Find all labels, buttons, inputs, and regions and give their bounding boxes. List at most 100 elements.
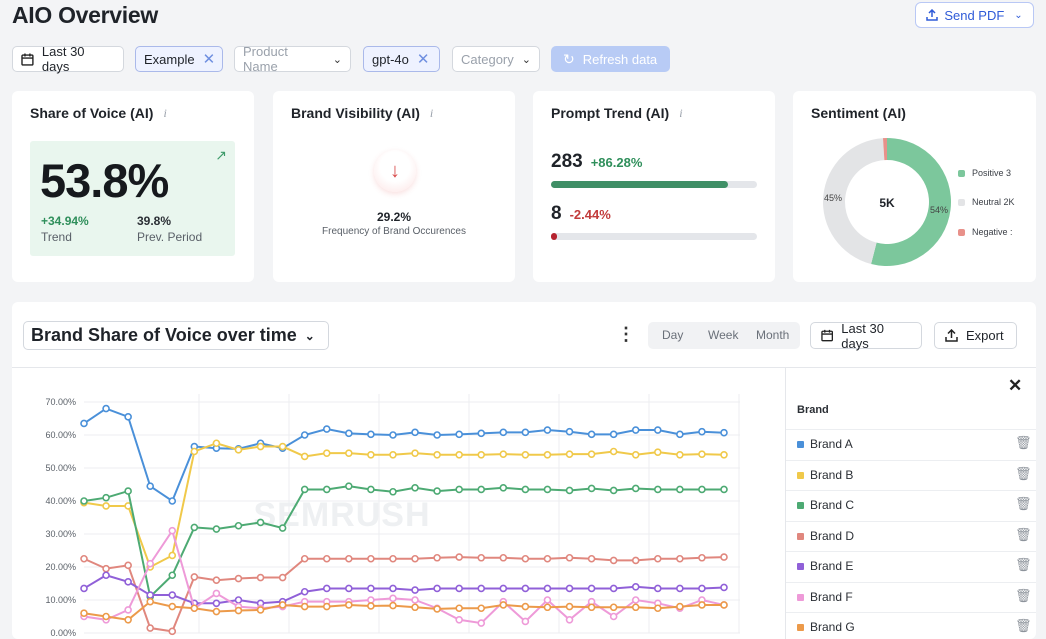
data-point[interactable] bbox=[609, 556, 618, 565]
info-icon[interactable]: i bbox=[429, 105, 434, 120]
data-point[interactable] bbox=[565, 553, 574, 562]
data-point[interactable] bbox=[477, 584, 486, 593]
data-point[interactable] bbox=[102, 493, 110, 502]
data-point[interactable] bbox=[168, 602, 177, 611]
data-point[interactable] bbox=[543, 554, 552, 563]
data-point[interactable] bbox=[631, 596, 640, 604]
data-point[interactable] bbox=[124, 561, 132, 570]
data-point[interactable] bbox=[587, 484, 596, 493]
data-point[interactable] bbox=[234, 596, 243, 604]
data-point[interactable] bbox=[499, 484, 508, 492]
data-point[interactable] bbox=[300, 431, 309, 439]
data-point[interactable] bbox=[322, 554, 331, 563]
data-point[interactable] bbox=[720, 553, 728, 561]
data-point[interactable] bbox=[345, 554, 353, 563]
data-point[interactable] bbox=[367, 596, 375, 604]
donut-slice[interactable] bbox=[882, 138, 887, 161]
data-point[interactable] bbox=[499, 450, 508, 458]
data-point[interactable] bbox=[631, 451, 640, 459]
trash-icon[interactable]: 🗑 bbox=[1015, 526, 1032, 542]
data-point[interactable] bbox=[146, 591, 155, 599]
trash-icon[interactable]: 🗑 bbox=[1015, 496, 1032, 511]
data-point[interactable] bbox=[124, 413, 132, 421]
data-point[interactable] bbox=[433, 605, 441, 613]
data-point[interactable] bbox=[521, 485, 530, 494]
data-point[interactable] bbox=[124, 606, 132, 614]
refresh-data-button[interactable]: ↻ Refresh data bbox=[551, 46, 670, 72]
data-point[interactable] bbox=[676, 451, 684, 459]
data-point[interactable] bbox=[720, 428, 728, 437]
data-point[interactable] bbox=[499, 428, 508, 437]
data-point[interactable] bbox=[102, 502, 110, 510]
data-point[interactable] bbox=[521, 617, 530, 626]
panel-date-range-picker[interactable]: Last 30 days bbox=[810, 321, 922, 351]
data-point[interactable] bbox=[565, 450, 574, 458]
data-point[interactable] bbox=[190, 447, 199, 456]
data-point[interactable] bbox=[676, 554, 684, 563]
seg-day[interactable]: Day bbox=[662, 328, 684, 342]
data-point[interactable] bbox=[124, 487, 132, 495]
data-point[interactable] bbox=[698, 601, 706, 609]
data-point[interactable] bbox=[609, 430, 618, 439]
product-name-select[interactable]: Product Name ⌄ bbox=[234, 44, 351, 74]
data-point[interactable] bbox=[300, 587, 309, 596]
data-point[interactable] bbox=[631, 603, 640, 612]
data-point[interactable] bbox=[345, 482, 353, 490]
data-point[interactable] bbox=[411, 603, 419, 612]
data-point[interactable] bbox=[322, 485, 331, 494]
data-point[interactable] bbox=[631, 556, 640, 565]
model-filter-chip[interactable]: gpt-4o ✕ bbox=[363, 46, 440, 72]
data-point[interactable] bbox=[565, 602, 574, 611]
data-point[interactable] bbox=[102, 571, 110, 580]
data-point[interactable] bbox=[676, 602, 684, 611]
trash-icon[interactable]: 🗑 bbox=[1015, 618, 1032, 633]
data-point[interactable] bbox=[587, 554, 596, 563]
brand-row[interactable]: Brand G 🗑 bbox=[786, 612, 1036, 639]
data-point[interactable] bbox=[698, 584, 706, 593]
data-point[interactable] bbox=[300, 554, 309, 563]
data-point[interactable] bbox=[433, 431, 441, 439]
info-icon[interactable]: i bbox=[679, 105, 683, 120]
data-point[interactable] bbox=[609, 447, 618, 456]
data-point[interactable] bbox=[389, 554, 397, 563]
data-point[interactable] bbox=[411, 554, 419, 563]
data-point[interactable] bbox=[190, 523, 199, 532]
more-options-icon[interactable]: ⋮ bbox=[617, 324, 635, 344]
data-point[interactable] bbox=[455, 553, 463, 561]
data-point[interactable] bbox=[521, 584, 530, 593]
data-point[interactable] bbox=[146, 624, 155, 632]
data-point[interactable] bbox=[345, 429, 353, 438]
data-point[interactable] bbox=[278, 524, 287, 532]
data-point[interactable] bbox=[389, 601, 397, 610]
brand-row[interactable]: Brand D 🗑 bbox=[786, 520, 1036, 551]
data-point[interactable] bbox=[234, 521, 243, 530]
data-point[interactable] bbox=[676, 584, 684, 593]
data-point[interactable] bbox=[345, 584, 353, 593]
data-point[interactable] bbox=[653, 604, 662, 613]
data-point[interactable] bbox=[455, 485, 463, 494]
data-point[interactable] bbox=[212, 439, 221, 448]
data-point[interactable] bbox=[322, 425, 331, 433]
data-point[interactable] bbox=[433, 487, 441, 495]
data-point[interactable] bbox=[411, 428, 419, 437]
close-icon[interactable]: ✕ bbox=[202, 51, 216, 68]
data-point[interactable] bbox=[345, 449, 353, 457]
data-point[interactable] bbox=[389, 594, 397, 603]
data-point[interactable] bbox=[212, 607, 221, 616]
data-point[interactable] bbox=[433, 584, 441, 593]
brand-row[interactable]: Brand C 🗑 bbox=[786, 490, 1036, 520]
data-point[interactable] bbox=[345, 601, 353, 609]
data-point[interactable] bbox=[80, 497, 88, 505]
data-point[interactable] bbox=[389, 451, 397, 459]
data-point[interactable] bbox=[80, 609, 88, 617]
data-point[interactable] bbox=[455, 584, 463, 593]
data-point[interactable] bbox=[477, 604, 486, 613]
data-point[interactable] bbox=[367, 554, 375, 563]
data-point[interactable] bbox=[543, 596, 552, 604]
data-point[interactable] bbox=[477, 485, 486, 494]
data-point[interactable] bbox=[367, 430, 375, 439]
brand-row[interactable]: Brand F 🗑 bbox=[786, 581, 1036, 612]
chart-title-select[interactable]: Brand Share of Voice over time ⌄ bbox=[23, 321, 329, 350]
data-point[interactable] bbox=[322, 449, 331, 457]
data-point[interactable] bbox=[168, 526, 177, 535]
